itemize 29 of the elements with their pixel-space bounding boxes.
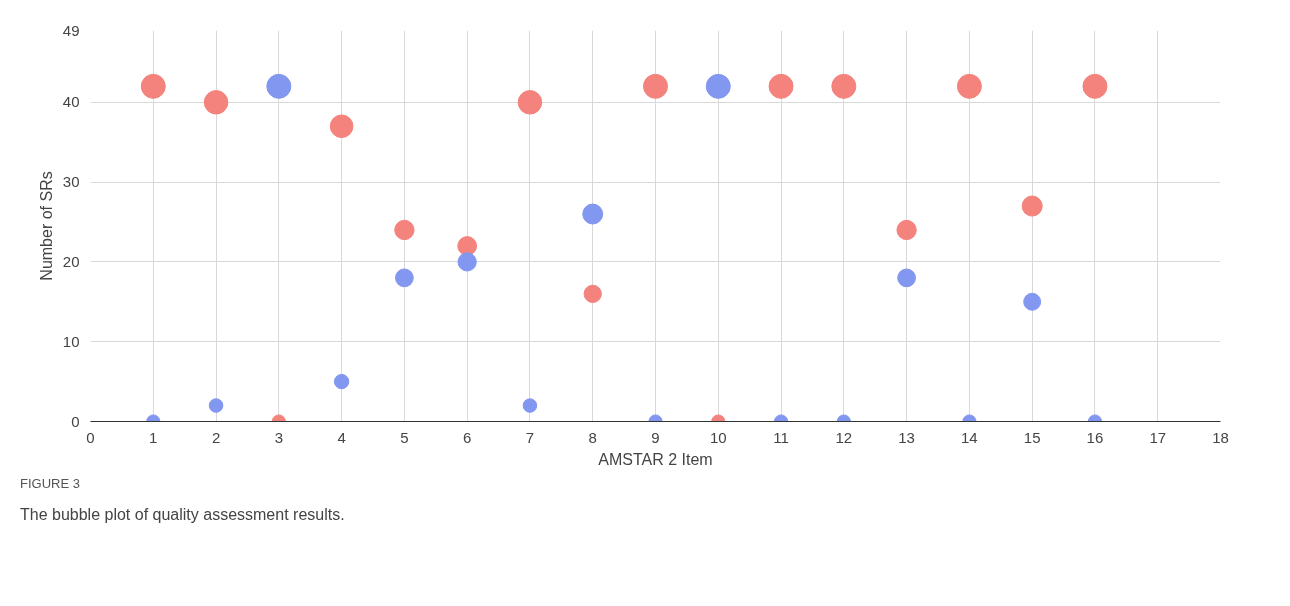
caption: FIGURE 3 (20, 475, 80, 493)
y-tick-label: 30 (62, 173, 80, 191)
x-tick-label: 15 (1023, 428, 1041, 446)
y-tick-label: 0 (71, 412, 80, 430)
x-axis-title: AMSTAR 2 Item (598, 450, 713, 468)
x-tick-label: 13 (898, 428, 915, 446)
x-tick-label: 1 (149, 428, 158, 446)
y-tick-label: 20 (62, 252, 80, 270)
x-tick-label: 0 (86, 428, 95, 446)
y-axis-title: Number of SRs (37, 171, 55, 281)
x-tick-label: 2 (211, 428, 221, 446)
y-tick-label: 40 (62, 93, 80, 111)
x-tick-label: 17 (1149, 428, 1167, 446)
y-tick-label: 10 (62, 332, 80, 350)
x-tick-label: 7 (525, 428, 535, 446)
x-tick-label: 4 (337, 428, 346, 446)
x-tick-label: 6 (463, 428, 472, 446)
text: The bubble plot of quality assessment results. (20, 504, 345, 525)
x-tick-label: 14 (961, 428, 978, 446)
x-tick-label: 5 (400, 428, 409, 446)
x-tick-label: 3 (274, 428, 284, 446)
x-tick-label: 10 (709, 428, 727, 446)
x-tick-label: 16 (1086, 428, 1104, 446)
x-tick-label: 8 (588, 428, 597, 446)
x-tick-label: 18 (1212, 428, 1229, 446)
x-tick-label: 11 (773, 428, 789, 446)
x-tick-label: 12 (835, 428, 853, 446)
x-tick-label: 9 (651, 428, 660, 446)
y-tick-label: 49 (62, 21, 80, 39)
